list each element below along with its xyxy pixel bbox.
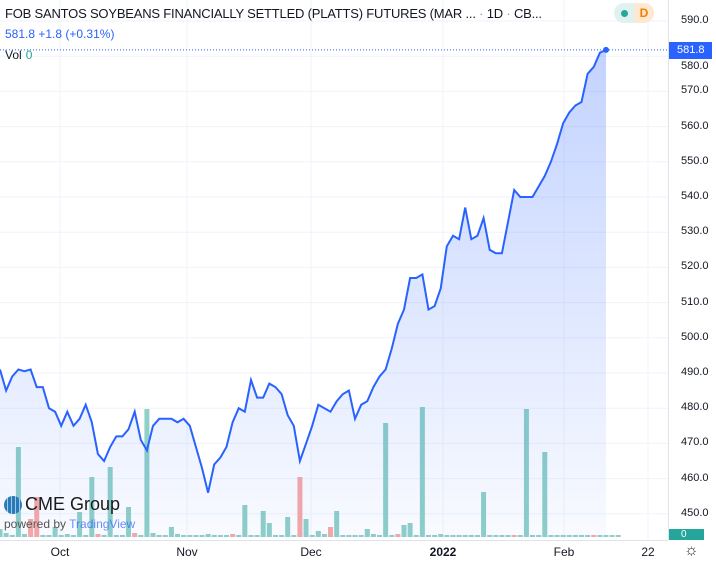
price-area-fill <box>0 49 606 538</box>
price-axis[interactable]: 590.0 580.0 570.0 560.0 550.0 540.0 530.0 520.0… <box>668 0 716 540</box>
y-tick-label: 480.0 <box>681 401 709 414</box>
y-tick-label: 490.0 <box>681 366 709 378</box>
x-tick-label: Nov <box>176 545 198 559</box>
y-tick-label: 590.0 <box>681 14 709 26</box>
y-tick-label: 560.0 <box>681 119 709 132</box>
separator: · <box>506 6 511 21</box>
last-price-point <box>603 46 609 53</box>
time-axis[interactable]: Oct Nov Dec 2022 Feb 22 <box>0 540 668 562</box>
volume-tag: 0 <box>669 529 704 540</box>
x-tick-label: Feb <box>553 545 575 559</box>
y-tick-label: 570.0 <box>681 84 709 97</box>
symbol-name: FOB SANTOS SOYBEANS FINANCIALLY SETTLED … <box>5 6 476 21</box>
y-tick-label: 500.0 <box>681 330 709 343</box>
separator: · <box>479 6 484 21</box>
cme-globe-icon <box>4 495 22 514</box>
y-tick-label: 460.0 <box>681 471 709 484</box>
price-chart[interactable] <box>0 0 668 540</box>
market-status-badge[interactable]: D <box>614 3 654 23</box>
x-tick-label: 22 <box>641 545 655 559</box>
powered-by: powered by <box>4 517 67 531</box>
exchange: CB... <box>513 6 542 21</box>
cme-tradingview-logo[interactable]: CME Group powered by TradingView <box>4 494 135 531</box>
quote-legend: 581.8 +1.8 (+0.31%) <box>5 27 114 41</box>
settings-gear-icon[interactable]: ☼ <box>684 542 699 559</box>
y-tick-label: 520.0 <box>681 260 709 273</box>
brand-name: CME Group <box>25 494 121 514</box>
interval: 1D <box>486 6 503 21</box>
volume-label: Vol <box>5 48 22 62</box>
y-tick-label: 510.0 <box>681 295 709 308</box>
y-tick-label: 550.0 <box>681 154 709 167</box>
last-price-tag: 581.8 <box>669 42 712 59</box>
price-change: +1.8 <box>38 27 63 41</box>
volume-bar <box>609 535 615 537</box>
market-open-dot-icon <box>614 3 634 23</box>
y-tick-label: 540.0 <box>681 190 709 202</box>
y-tick-label: 530.0 <box>681 225 709 238</box>
y-tick-label: 580.0 <box>681 59 709 72</box>
symbol-title[interactable]: FOB SANTOS SOYBEANS FINANCIALLY SETTLED … <box>5 6 542 21</box>
y-tick-label: 470.0 <box>681 436 709 449</box>
volume-bar <box>615 535 621 537</box>
price-change-percent: (+0.31%) <box>65 27 115 41</box>
volume-legend: Vol 0 <box>5 48 32 62</box>
y-tick-label: 450.0 <box>681 506 709 519</box>
x-tick-label: 2022 <box>429 545 457 559</box>
x-tick-label: Dec <box>300 545 322 559</box>
volume-value: 0 <box>25 48 33 62</box>
tradingview-link[interactable]: TradingView <box>69 517 136 531</box>
x-tick-label: Oct <box>50 545 70 559</box>
last-price: 581.8 <box>5 27 36 41</box>
price-line <box>0 48 607 493</box>
delayed-badge: D <box>634 3 654 23</box>
